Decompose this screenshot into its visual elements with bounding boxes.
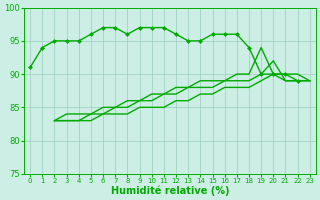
X-axis label: Humidité relative (%): Humidité relative (%) <box>111 185 229 196</box>
